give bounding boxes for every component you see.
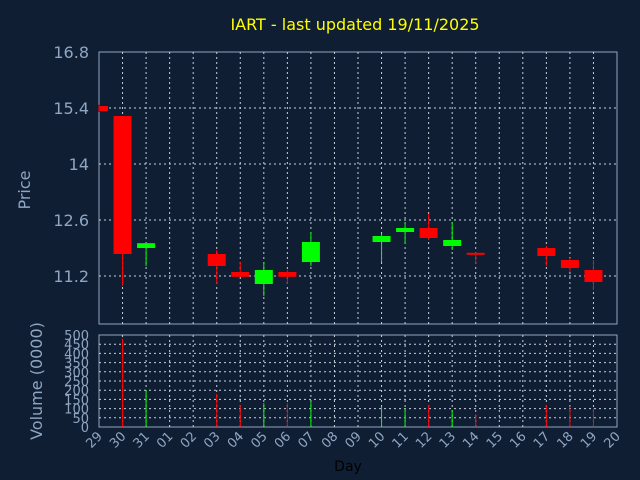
x-tick-label: 09 — [343, 429, 365, 451]
volume-tick-label: 200 — [64, 384, 89, 399]
x-tick-label: 03 — [201, 429, 223, 451]
volume-tick-label: 300 — [64, 366, 89, 381]
x-tick-label: 01 — [154, 429, 176, 451]
x-tick-label: 20 — [602, 429, 624, 451]
x-tick-label: 19 — [578, 429, 600, 451]
candle-body — [372, 236, 391, 242]
x-tick-label: 06 — [272, 429, 294, 451]
price-tick-label: 12.6 — [53, 211, 89, 230]
chart-title: IART - last updated 19/11/2025 — [230, 15, 479, 34]
price-tick-label: 16.8 — [53, 43, 89, 62]
volume-tick-label: 50 — [72, 412, 89, 427]
x-tick-label: 04 — [225, 429, 247, 451]
candle-body — [466, 252, 485, 255]
x-tick-label: 14 — [460, 429, 482, 451]
x-axis: 29 30 31 01 02 03 04 05 06 07 08 09 10 11 12 13 14 15 16 17… — [84, 429, 624, 451]
candle-body — [137, 243, 156, 248]
x-tick-label: 02 — [178, 429, 200, 451]
x-tick-label: 15 — [484, 429, 506, 451]
x-tick-label: 16 — [507, 429, 529, 451]
x-axis-label: Day — [334, 459, 362, 475]
volume-tick-label: 150 — [64, 393, 89, 408]
candle-body — [278, 272, 297, 277]
x-tick-label: 18 — [554, 429, 576, 451]
volume-tick-label: 250 — [64, 375, 89, 390]
candle-body — [443, 240, 462, 246]
candle-body — [584, 270, 603, 282]
x-tick-label: 10 — [366, 429, 388, 451]
x-tick-label: 08 — [319, 429, 341, 451]
x-tick-label: 30 — [107, 429, 129, 451]
candle-body — [560, 260, 579, 268]
volume-tick-label: 400 — [64, 347, 89, 362]
volume-tick-label: 0 — [81, 421, 89, 436]
volume-tick-label: 350 — [64, 357, 89, 372]
candle-body — [301, 242, 320, 262]
volume-tick-label: 500 — [64, 329, 89, 344]
x-tick-label: 17 — [531, 429, 553, 451]
candle-body — [207, 254, 226, 266]
candles — [98, 104, 603, 296]
price-tick-label: 11.2 — [53, 267, 89, 286]
candle-body — [396, 228, 415, 232]
x-tick-label: 11 — [390, 429, 412, 451]
x-tick-label: 31 — [131, 429, 153, 451]
volume-tick-label: 450 — [64, 338, 89, 353]
x-tick-label: 13 — [437, 429, 459, 451]
price-axis-label: Price — [15, 170, 34, 209]
x-tick-label: 12 — [413, 429, 435, 451]
volume-bars — [122, 338, 594, 427]
x-tick-label: 07 — [295, 429, 317, 451]
volume-axis-label: Volume (0000) — [27, 322, 46, 440]
candle-body — [537, 248, 556, 256]
price-axis: 11.2 12.6 14 15.4 16.8 — [53, 43, 89, 286]
price-tick-label: 14 — [69, 155, 89, 174]
candle-body — [254, 270, 273, 284]
candle-body — [419, 228, 438, 238]
x-tick-label: 05 — [248, 429, 270, 451]
price-tick-label: 15.4 — [53, 99, 89, 118]
candle-body — [231, 272, 250, 277]
gridlines — [99, 52, 617, 427]
candle-body — [99, 106, 108, 112]
volume-tick-label: 100 — [64, 403, 89, 418]
candle-body — [113, 116, 132, 254]
